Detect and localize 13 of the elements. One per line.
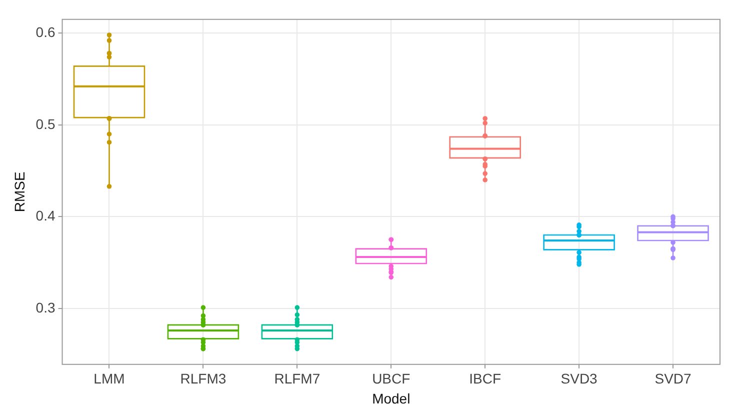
x-tick-label: LMM [94, 370, 125, 387]
y-tick-label: 0.4 [36, 208, 56, 224]
y-tick-label: 0.6 [36, 24, 56, 40]
x-tick-label: UBCF [372, 370, 410, 387]
y-tick-label: 0.5 [36, 116, 56, 132]
x-tick-label: RLFM7 [274, 370, 320, 387]
x-tick-label: SVD7 [654, 370, 692, 387]
x-tick-label: RLFM3 [180, 370, 226, 387]
x-axis-title: Model [372, 390, 410, 406]
x-tick-label: IBCF [469, 370, 502, 387]
x-tick-label: SVD3 [560, 370, 598, 387]
y-axis-title: RMSE [11, 172, 28, 212]
y-tick-label: 0.3 [36, 299, 56, 316]
